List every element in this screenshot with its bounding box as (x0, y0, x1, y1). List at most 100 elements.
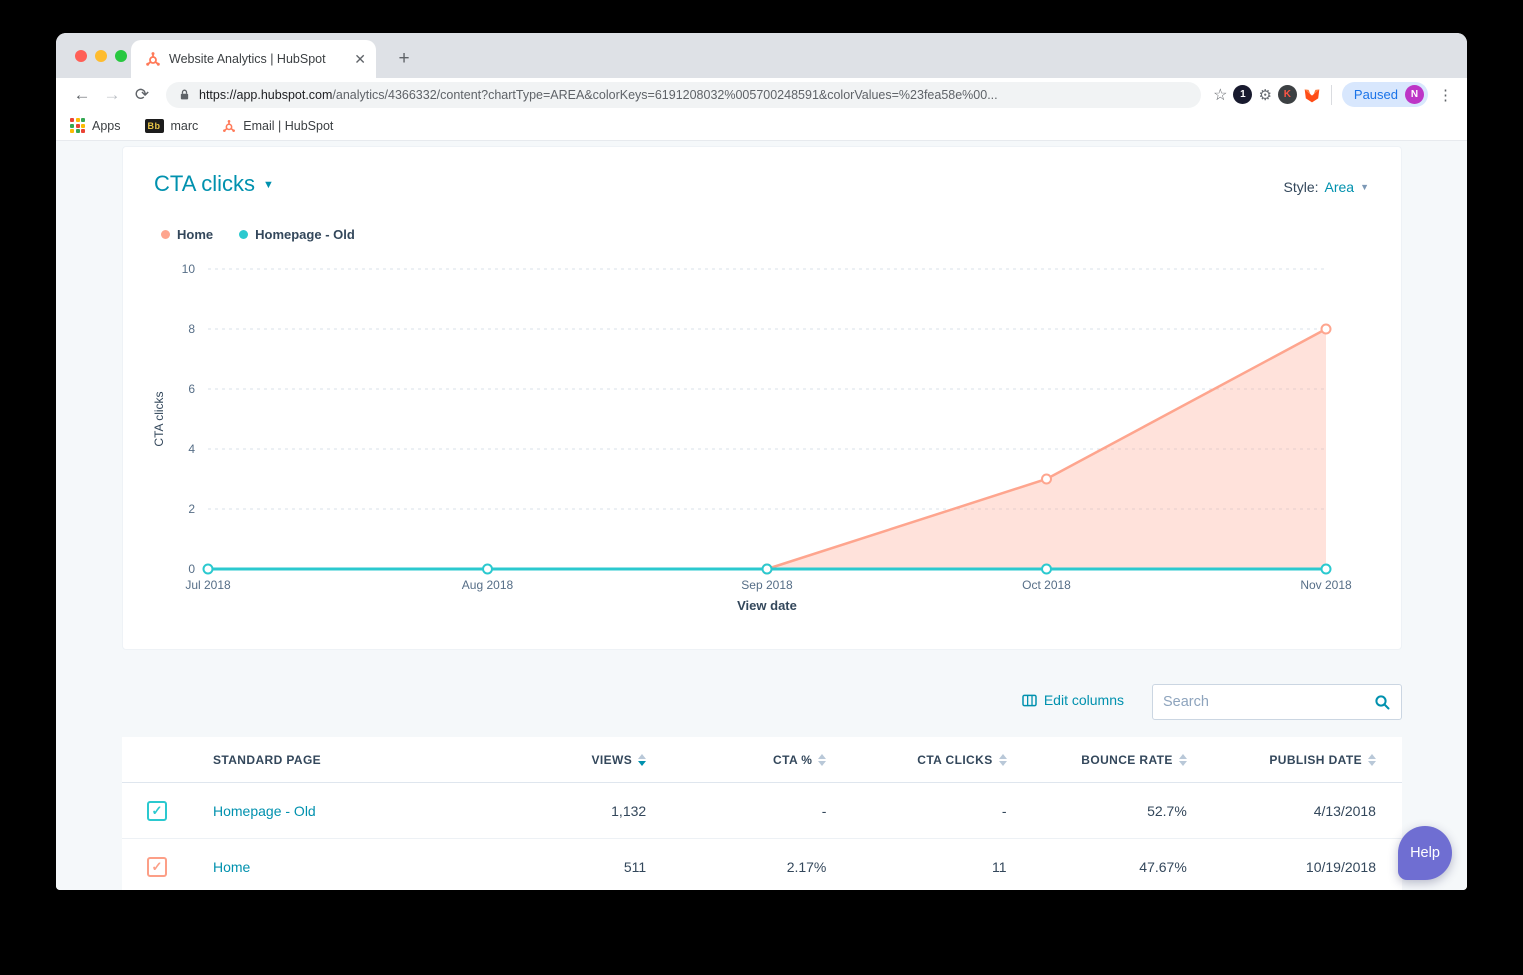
forward-icon[interactable]: → (103, 84, 121, 104)
url-domain: https://app.hubspot.com (199, 87, 333, 102)
svg-text:2: 2 (188, 502, 195, 516)
column-label: VIEWS (591, 752, 633, 767)
column-header-publish-date[interactable]: PUBLISH DATE (1213, 753, 1402, 767)
column-header-views[interactable]: VIEWS (492, 753, 672, 767)
page-cell: Homepage - Old (192, 803, 492, 819)
column-header-cta-pct[interactable]: CTA % (672, 753, 852, 767)
bookmark-email-hubspot[interactable]: Email | HubSpot (222, 119, 333, 133)
new-tab-button[interactable]: + (398, 48, 410, 69)
hubspot-sprocket-icon (223, 119, 236, 132)
bounce-rate-cell: 52.7% (1147, 802, 1187, 819)
cta-clicks-area-chart: 0 2 4 6 8 10 CTA clicks Jul 2018 Aug 2018 Sep 201… (123, 253, 1403, 633)
chart-card: CTA clicks ▼ Style: Area ▼ Home Homepage… (122, 146, 1402, 650)
page-link[interactable]: Home (213, 858, 251, 875)
bb-favicon: Bb (144, 118, 164, 133)
svg-text:Nov 2018: Nov 2018 (1300, 578, 1352, 592)
svg-text:10: 10 (182, 262, 196, 276)
cta-clicks-cell: - (1001, 802, 1007, 819)
svg-text:8: 8 (188, 322, 195, 336)
legend-label: Homepage - Old (255, 227, 355, 242)
bookmark-marc[interactable]: Bb marc (144, 118, 199, 133)
tab-title: Website Analytics | HubSpot (169, 52, 326, 66)
page-link[interactable]: Homepage - Old (213, 802, 316, 819)
svg-text:Jul 2018: Jul 2018 (185, 578, 231, 592)
table-toolbar: Edit columns (122, 684, 1402, 720)
column-header-standard-page[interactable]: STANDARD PAGE (192, 753, 492, 767)
column-label: PUBLISH DATE (1269, 752, 1362, 767)
columns-icon (1022, 694, 1037, 706)
column-header-bounce-rate[interactable]: BOUNCE RATE (1033, 753, 1213, 767)
style-selector[interactable]: Style: Area ▼ (1283, 179, 1369, 195)
paused-label: Paused (1353, 87, 1398, 102)
bookmark-star-icon[interactable]: ☆ (1213, 86, 1228, 104)
close-tab-icon[interactable]: ✕ (354, 50, 366, 67)
search-icon[interactable] (1374, 694, 1391, 711)
legend-item-homepage-old[interactable]: Homepage - Old (239, 227, 355, 242)
bookmarks-bar: Apps Bb marc Email | HubSpot (56, 111, 1467, 141)
legend-dot-home (161, 230, 170, 239)
row-checkbox-cell: ✓ (122, 800, 192, 821)
chart-title: CTA clicks (154, 171, 256, 196)
browser-toolbar: ← → ⟳ https://app.hubspot.com/analytics/… (56, 78, 1467, 111)
column-label: CTA % (773, 752, 813, 767)
data-point-marker (1041, 473, 1052, 485)
reload-icon[interactable]: ⟳ (134, 84, 150, 104)
browser-menu-icon[interactable]: ⋮ (1438, 86, 1453, 104)
row-checkbox-cell: ✓ (122, 856, 192, 877)
chart-legend: Home Homepage - Old (161, 227, 355, 242)
svg-text:Sep 2018: Sep 2018 (741, 578, 793, 592)
extension-badge-1[interactable]: 1 (1233, 85, 1253, 104)
column-header-cta-clicks[interactable]: CTA CLICKS (852, 753, 1032, 767)
zoom-window-button[interactable] (115, 50, 127, 62)
apps-grid-icon (70, 118, 85, 133)
legend-item-home[interactable]: Home (161, 227, 213, 242)
bookmark-label: Email | HubSpot (243, 118, 334, 133)
back-icon[interactable]: ← (73, 84, 91, 104)
sort-arrows-icon (1178, 753, 1187, 766)
tab-strip: Website Analytics | HubSpot ✕ + (56, 33, 1467, 78)
fox-extension-icon[interactable] (1303, 86, 1321, 104)
area-fill-Home (767, 329, 1326, 569)
search-input[interactable] (1163, 694, 1374, 710)
svg-text:4: 4 (188, 442, 195, 456)
edit-columns-button[interactable]: Edit columns (1022, 692, 1124, 708)
data-point-marker (761, 563, 773, 575)
row-checkbox[interactable]: ✓ (147, 856, 167, 877)
chevron-down-icon: ▼ (1360, 182, 1369, 192)
toolbar-divider (1330, 84, 1332, 105)
views-cell: 511 (623, 858, 647, 875)
svg-text:View date: View date (737, 598, 797, 613)
row-checkbox[interactable]: ✓ (147, 800, 167, 821)
bookmark-label: marc (170, 118, 199, 133)
bookmark-label: Apps (92, 118, 121, 133)
chevron-down-icon: ▼ (263, 179, 274, 191)
svg-text:0: 0 (188, 562, 195, 576)
table-search (1152, 684, 1402, 720)
help-button[interactable]: Help (1398, 826, 1452, 880)
address-bar[interactable]: https://app.hubspot.com/analytics/436633… (166, 81, 1202, 108)
url-path: /analytics/4366332/content?chartType=ARE… (332, 87, 998, 102)
chart-title-dropdown[interactable]: CTA clicks ▼ (154, 171, 274, 197)
extension-badge-k[interactable]: K (1277, 85, 1297, 104)
close-window-button[interactable] (75, 50, 87, 62)
extension-gear-icon[interactable]: ⚙ (1258, 86, 1272, 104)
svg-text:CTA clicks: CTA clicks (152, 391, 166, 446)
svg-text:Aug 2018: Aug 2018 (462, 578, 514, 592)
column-label: CTA CLICKS (917, 752, 993, 767)
svg-text:6: 6 (188, 382, 195, 396)
bounce-rate-cell: 47.67% (1139, 858, 1187, 875)
publish-date-cell: 4/13/2018 (1313, 802, 1376, 819)
analytics-page: CTA clicks ▼ Style: Area ▼ Home Homepage… (56, 141, 1467, 890)
profile-avatar[interactable]: N (1405, 85, 1424, 104)
data-point-marker (482, 563, 493, 575)
minimize-window-button[interactable] (95, 50, 107, 62)
browser-tab[interactable]: Website Analytics | HubSpot ✕ (131, 40, 376, 78)
table-header-row: STANDARD PAGE VIEWS CTA % CTA CLICKS BOU… (122, 737, 1402, 783)
table-row: ✓ Homepage - Old 1,132 - - 52.7% 4/13/20… (122, 783, 1402, 839)
sync-paused-pill[interactable]: Paused N (1341, 82, 1428, 107)
column-label: BOUNCE RATE (1081, 752, 1173, 767)
bookmark-apps[interactable]: Apps (70, 118, 121, 133)
style-value: Area (1324, 179, 1355, 195)
data-point-marker (202, 563, 214, 575)
sort-arrows-icon (638, 753, 647, 766)
